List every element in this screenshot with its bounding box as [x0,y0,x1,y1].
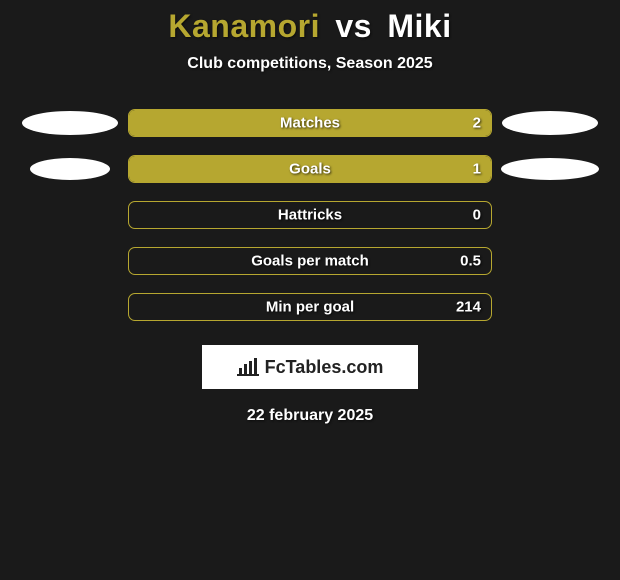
subtitle: Club competitions, Season 2025 [0,55,620,73]
stat-rows: Matches 2 Goals 1 Hattricks 0 Goals per match 0… [0,109,620,321]
right-side-slot [492,158,608,180]
brand-badge: FcTables.com [202,345,418,389]
player1-name: Kanamori [168,8,320,44]
player1-marker [30,158,110,180]
footer-date: 22 february 2025 [0,407,620,425]
right-side-slot [492,111,608,135]
stat-value: 0 [473,207,481,224]
stat-bar: Matches 2 [128,109,492,137]
player2-marker [502,111,598,135]
left-side-slot [12,111,128,135]
stat-label: Matches [280,115,340,132]
comparison-infographic: Kanamori vs Miki Club competitions, Seas… [0,0,620,580]
stat-label: Min per goal [266,299,354,316]
stat-row: Goals 1 [12,155,608,183]
stat-value: 1 [473,161,481,178]
stat-bar: Hattricks 0 [128,201,492,229]
brand-text: FcTables.com [265,357,384,378]
stat-bar: Goals per match 0.5 [128,247,492,275]
stat-label: Hattricks [278,207,342,224]
stat-label: Goals per match [251,253,369,270]
stat-bar: Goals 1 [128,155,492,183]
stat-row: Goals per match 0.5 [12,247,608,275]
left-side-slot [12,158,128,180]
vs-label: vs [335,8,372,44]
stat-value: 2 [473,115,481,132]
player2-marker [501,158,599,180]
stat-value: 214 [456,299,481,316]
player1-marker [22,111,118,135]
stat-row: Matches 2 [12,109,608,137]
stat-bar: Min per goal 214 [128,293,492,321]
player2-name: Miki [387,8,451,44]
stat-value: 0.5 [460,253,481,270]
page-title: Kanamori vs Miki [0,8,620,45]
stat-row: Hattricks 0 [12,201,608,229]
bar-chart-icon [237,358,259,376]
stat-row: Min per goal 214 [12,293,608,321]
stat-label: Goals [289,161,331,178]
